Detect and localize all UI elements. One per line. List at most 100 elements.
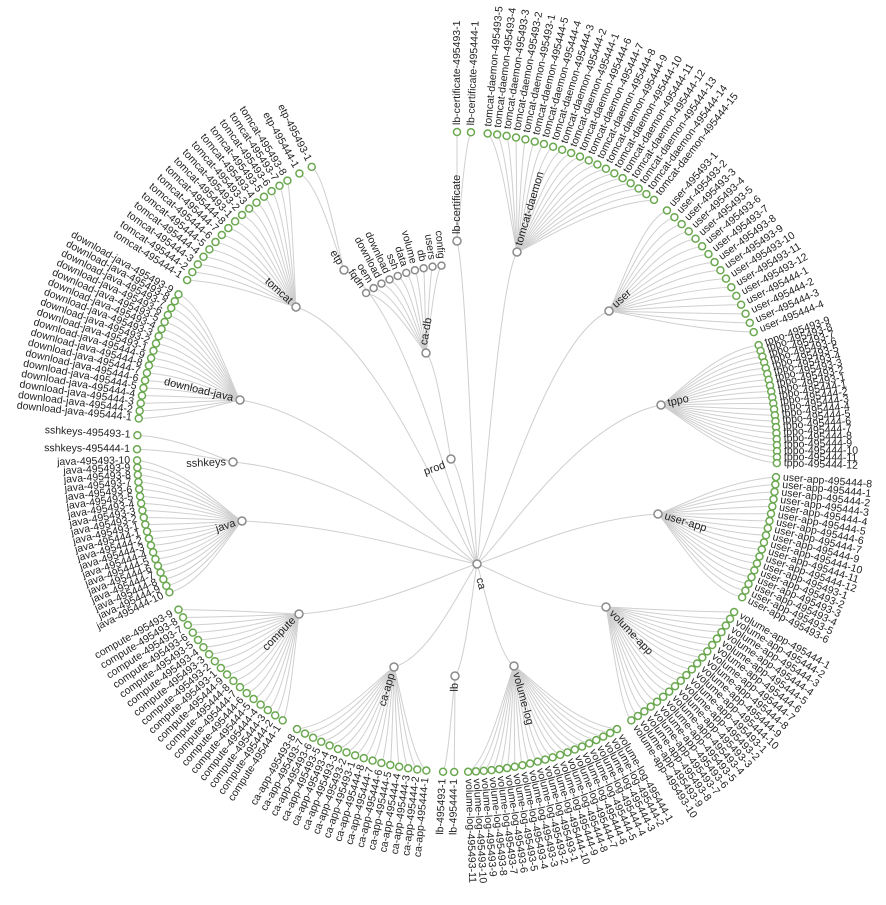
leaf-node-user[interactable] <box>677 219 686 229</box>
leaf-node-tomcat[interactable] <box>199 252 208 262</box>
leaf-node-download-java[interactable] <box>154 331 163 341</box>
leaf-node-volume-log[interactable] <box>592 735 601 745</box>
leaf-node-volume-log[interactable] <box>599 732 608 741</box>
leaf-node-download-java[interactable] <box>151 339 161 348</box>
leaf-node-ca-app[interactable] <box>403 764 413 773</box>
leaf-node-volume-app[interactable] <box>721 621 731 630</box>
leaf-node-ca-db[interactable] <box>410 266 420 275</box>
leaf-node-ca-app[interactable] <box>377 758 386 768</box>
leaf-node-user[interactable] <box>662 206 672 215</box>
leaf-node-java[interactable] <box>138 506 147 515</box>
leaf-node-user[interactable] <box>741 309 750 318</box>
leaf-node-volume-log[interactable] <box>495 764 504 774</box>
leaf-node-user[interactable] <box>745 318 755 328</box>
leaf-node-ca-app[interactable] <box>368 756 377 765</box>
leaf-node-volume-log[interactable] <box>577 742 587 751</box>
group-node-download-java[interactable] <box>235 395 245 405</box>
group-node-java[interactable] <box>237 516 247 526</box>
leaf-node-user-app[interactable] <box>766 509 776 518</box>
group-node-tppo[interactable] <box>656 400 666 410</box>
leaf-node-tomcat-daemon[interactable] <box>610 169 619 178</box>
group-node-user-app[interactable] <box>653 509 663 519</box>
leaf-node-volume-log[interactable] <box>502 763 512 773</box>
leaf-node-volume-app[interactable] <box>717 627 726 637</box>
leaf-node-user[interactable] <box>736 300 746 309</box>
leaf-node-tomcat[interactable] <box>244 204 254 213</box>
leaf-node-tomcat-daemon[interactable] <box>634 184 643 193</box>
leaf-node-ca-app[interactable] <box>386 760 395 770</box>
leaf-node-ca-app[interactable] <box>422 766 431 775</box>
leaf-node-ca-app[interactable] <box>359 753 369 763</box>
leaf-node-tomcat[interactable] <box>230 217 240 226</box>
leaf-node-ca-db[interactable] <box>377 279 386 288</box>
leaf-node-volume-app[interactable] <box>640 707 649 716</box>
leaf-node-volume-app[interactable] <box>676 676 686 686</box>
leaf-node-tomcat-daemon[interactable] <box>601 164 611 174</box>
group-node-compute[interactable] <box>294 609 304 619</box>
leaf-node-ca-app[interactable] <box>394 762 404 771</box>
leaf-node-tomcat[interactable] <box>275 181 284 191</box>
leaf-node-tomcat-daemon[interactable] <box>626 178 635 188</box>
leaf-node-volume-app[interactable] <box>707 640 717 650</box>
leaf-node-tomcat-daemon[interactable] <box>584 156 594 165</box>
leaf-node-ca-app[interactable] <box>325 741 334 750</box>
root-node-ca[interactable] <box>472 559 482 569</box>
leaf-node-user-app[interactable] <box>771 480 780 489</box>
leaf-node-compute[interactable] <box>210 656 220 666</box>
leaf-node-tomcat[interactable] <box>259 192 269 202</box>
leaf-node-tomcat[interactable] <box>217 230 227 240</box>
leaf-node-ca-app[interactable] <box>308 733 318 743</box>
leaf-node-etp[interactable] <box>295 169 304 178</box>
leaf-node-user[interactable] <box>749 327 758 337</box>
leaf-node-tomcat-daemon[interactable] <box>642 189 651 199</box>
leaf-node-user-app[interactable] <box>761 531 771 540</box>
leaf-node-volume-log[interactable] <box>525 759 535 768</box>
leaf-node-tomcat[interactable] <box>211 237 220 247</box>
leaf-node-volume-log[interactable] <box>471 767 481 776</box>
leaf-node-tomcat[interactable] <box>267 186 276 196</box>
leaf-node-user-app[interactable] <box>771 472 781 482</box>
leaf-node-tomcat-daemon[interactable] <box>593 160 602 169</box>
leaf-node-volume-app[interactable] <box>725 614 735 624</box>
leaf-node-user-app[interactable] <box>769 494 778 504</box>
leaf-node-user-app[interactable] <box>744 579 753 589</box>
leaf-node-java[interactable] <box>153 561 163 571</box>
leaf-node-java[interactable] <box>142 527 152 536</box>
leaf-node-java[interactable] <box>156 568 165 577</box>
leaf-node-tomcat-daemon[interactable] <box>557 145 567 155</box>
leaf-node-volume-log[interactable] <box>570 745 580 754</box>
leaf-node-download-java[interactable] <box>149 346 158 356</box>
group-node-tomcat[interactable] <box>291 302 301 312</box>
leaf-node-volume-log[interactable] <box>463 767 473 777</box>
group-node-sshkeys[interactable] <box>228 457 238 467</box>
leaf-node-compute[interactable] <box>174 605 183 614</box>
leaf-node-volume-log[interactable] <box>563 748 572 757</box>
leaf-node-tomcat[interactable] <box>252 198 261 207</box>
leaf-node-java[interactable] <box>146 541 156 550</box>
leaf-node-ca-db[interactable] <box>369 283 378 293</box>
leaf-node-tomcat-daemon[interactable] <box>502 131 511 141</box>
leaf-node-java[interactable] <box>136 499 146 508</box>
leaf-node-user[interactable] <box>670 212 679 222</box>
leaf-node-tppo[interactable] <box>772 458 782 468</box>
leaf-node-download-java[interactable] <box>170 296 180 306</box>
leaf-node-tomcat-daemon[interactable] <box>511 133 521 142</box>
leaf-node-java[interactable] <box>162 581 171 591</box>
leaf-node-user-app[interactable] <box>770 487 779 497</box>
leaf-node-java[interactable] <box>165 588 174 597</box>
leaf-node-compute[interactable] <box>229 676 238 686</box>
leaf-node-java[interactable] <box>148 548 158 557</box>
leaf-node-java[interactable] <box>141 520 150 529</box>
leaf-node-download-java[interactable] <box>144 361 154 370</box>
group-node-tomcat-daemon[interactable] <box>512 247 522 257</box>
group-node-lb[interactable] <box>450 671 460 681</box>
leaf-node-user[interactable] <box>697 242 707 251</box>
leaf-node-ca-db[interactable] <box>437 261 446 270</box>
leaf-node-tomcat[interactable] <box>188 267 197 277</box>
leaf-node-volume-app[interactable] <box>633 711 643 721</box>
leaf-node-java[interactable] <box>135 491 145 501</box>
leaf-node-volume-app[interactable] <box>627 716 636 725</box>
leaf-node-user-app[interactable] <box>747 572 756 582</box>
group-node-ca-app[interactable] <box>389 662 399 672</box>
group-node-prod[interactable] <box>446 454 456 464</box>
